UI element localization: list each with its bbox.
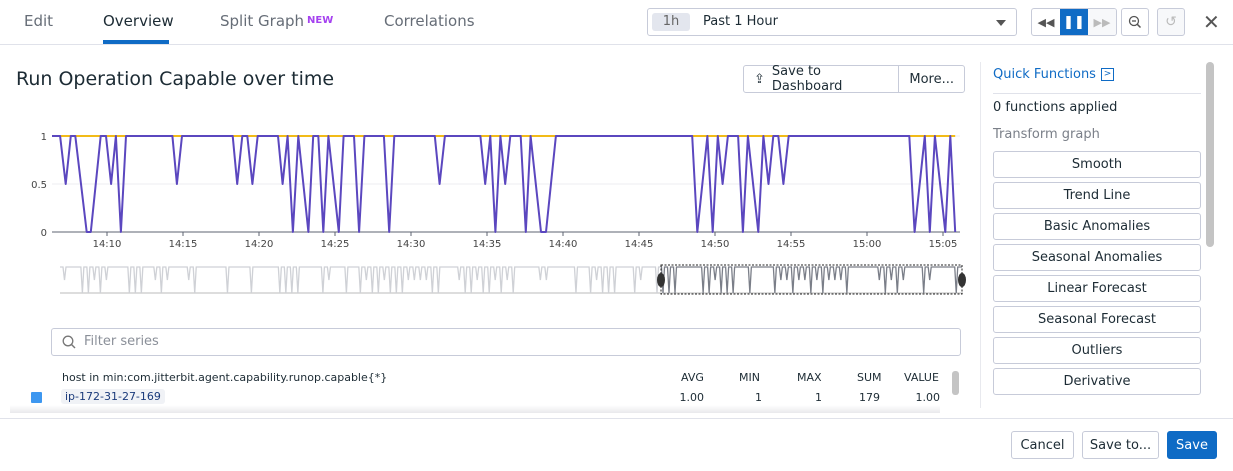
column-header-value[interactable]: VALUE: [904, 371, 939, 384]
series-host-name[interactable]: ip-172-31-27-169: [61, 389, 165, 404]
filter-series-input[interactable]: [84, 334, 884, 349]
transform-graph-heading: Transform graph: [993, 127, 1100, 142]
quick-function-linear-forecast-button[interactable]: Linear Forecast: [993, 275, 1201, 302]
x-tick-label: 14:30: [397, 239, 426, 250]
more-button[interactable]: More...: [909, 71, 954, 87]
x-tick-label: 15:00: [853, 239, 882, 250]
playback-controls: ◀◀ ❚❚ ▶▶: [1031, 8, 1117, 36]
zoom-out-icon[interactable]: [1121, 8, 1149, 36]
save-dashboard-group: ⇪ Save to Dashboard More...: [743, 64, 965, 94]
y-tick-label: 1: [41, 132, 47, 143]
x-tick-label: 14:55: [777, 239, 806, 250]
collapse-panel-icon[interactable]: >: [1100, 68, 1114, 81]
rewind-icon[interactable]: ◀◀: [1037, 15, 1055, 29]
quick-function-derivative-button[interactable]: Derivative: [993, 368, 1201, 395]
timeseries-chart: 0 0.5 1 14:10 14:15 14:20 14:25 14:30 14:35 14:40…: [31, 132, 966, 295]
series-color-swatch: [31, 392, 42, 403]
x-tick-label: 14:10: [93, 239, 122, 250]
active-tab-indicator: [103, 40, 169, 44]
timeframe-short: 1h: [652, 13, 690, 31]
fast-forward-icon[interactable]: ▶▶: [1088, 9, 1116, 35]
page-title: Run Operation Capable over time: [16, 68, 335, 90]
x-tick-label: 14:25: [321, 239, 350, 250]
quick-function-smooth-button[interactable]: Smooth: [993, 151, 1201, 178]
cell-max: 1: [815, 391, 822, 404]
column-header-max[interactable]: MAX: [797, 371, 822, 384]
table-scrollbar[interactable]: [952, 371, 959, 395]
navigator-line-selected: [660, 266, 962, 294]
panel-scrollbar[interactable]: [1206, 62, 1214, 247]
navigator-right-handle[interactable]: [958, 273, 966, 287]
timeframe-label: Past 1 Hour: [703, 14, 778, 29]
save-to-dashboard-label: Save to Dashboard: [771, 64, 843, 94]
cell-sum: 179: [859, 391, 880, 404]
quick-function-basic-anomalies-button[interactable]: Basic Anomalies: [993, 213, 1201, 240]
functions-applied-count: 0 functions applied: [993, 100, 1118, 115]
column-header-sum[interactable]: SUM: [857, 371, 882, 384]
navigator-left-handle[interactable]: [657, 273, 665, 287]
navigator-line: [60, 266, 661, 294]
reset-icon[interactable]: ↺: [1157, 8, 1185, 36]
cancel-button[interactable]: Cancel: [1011, 431, 1074, 459]
tab-overview[interactable]: Overview: [103, 12, 174, 30]
save-to-button[interactable]: Save to...: [1082, 431, 1159, 459]
header-divider: [0, 44, 1233, 45]
pause-icon[interactable]: ❚❚: [1060, 9, 1088, 35]
tab-split-graph[interactable]: Split Graph: [220, 12, 305, 30]
y-tick-label: 0.5: [31, 180, 47, 191]
quick-function-seasonal-anomalies-button[interactable]: Seasonal Anomalies: [993, 244, 1201, 271]
column-header-name[interactable]: host in min:com.jitterbit.agent.capabili…: [62, 371, 388, 384]
x-tick-label: 15:05: [929, 239, 958, 250]
tab-edit[interactable]: Edit: [24, 12, 54, 30]
column-header-min[interactable]: MIN: [739, 371, 760, 384]
cell-avg: 1.00: [679, 391, 705, 404]
quick-functions-title[interactable]: Quick Functions >: [993, 67, 1114, 82]
filter-series-field[interactable]: [51, 328, 961, 356]
quick-functions-divider: [993, 93, 1201, 94]
x-tick-label: 14:20: [245, 239, 274, 250]
x-tick-label: 14:35: [473, 239, 502, 250]
search-icon: [62, 335, 76, 349]
y-tick-label: 0: [41, 228, 47, 239]
x-tick-label: 14:40: [549, 239, 578, 250]
upload-icon: ⇪: [754, 71, 765, 87]
panel-divider: [980, 62, 981, 408]
series-line: [52, 135, 957, 233]
quick-function-trend-line-button[interactable]: Trend Line: [993, 182, 1201, 209]
x-tick-label: 14:15: [169, 239, 198, 250]
quick-function-seasonal-forecast-button[interactable]: Seasonal Forecast: [993, 306, 1201, 333]
save-to-dashboard-button[interactable]: ⇪ Save to Dashboard: [744, 64, 900, 94]
close-icon[interactable]: ✕: [1203, 10, 1220, 34]
x-tick-label: 14:50: [701, 239, 730, 250]
column-header-avg[interactable]: AVG: [681, 371, 704, 384]
timeframe-select[interactable]: 1h Past 1 Hour: [647, 8, 1017, 36]
quick-function-outliers-button[interactable]: Outliers: [993, 337, 1201, 364]
chevron-down-icon: [996, 20, 1006, 26]
table-fade: [10, 405, 940, 413]
quick-functions-label: Quick Functions: [993, 67, 1096, 82]
footer-divider: [0, 418, 1233, 419]
cell-value: 1.00: [915, 391, 941, 404]
tab-correlations[interactable]: Correlations: [384, 12, 475, 30]
x-tick-label: 14:45: [625, 239, 654, 250]
cell-min: 1: [755, 391, 762, 404]
new-badge: NEW: [307, 15, 334, 26]
save-button[interactable]: Save: [1167, 431, 1217, 459]
